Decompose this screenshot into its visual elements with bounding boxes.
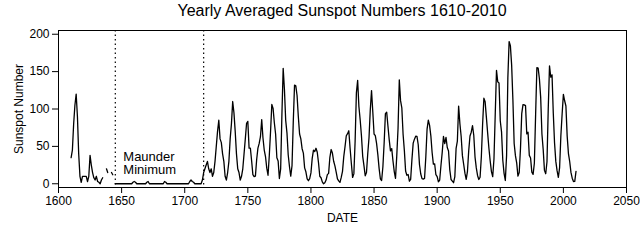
svg-text:0: 0 [43, 177, 50, 191]
svg-text:50: 50 [36, 139, 50, 153]
svg-text:1900: 1900 [424, 194, 451, 208]
svg-text:1750: 1750 [234, 194, 261, 208]
svg-text:Sunspot Number: Sunspot Number [12, 64, 26, 154]
svg-text:1650: 1650 [108, 194, 135, 208]
svg-text:200: 200 [29, 27, 49, 41]
svg-text:1950: 1950 [487, 194, 514, 208]
html-text:Yearly Averaged Sunspot Number: Yearly Averaged Sunspot Numbers 1610-201… [177, 2, 507, 19]
svg-text:2050: 2050 [613, 194, 640, 208]
svg-text:MaunderMinimum: MaunderMinimum [123, 149, 176, 177]
svg-text:1700: 1700 [171, 194, 198, 208]
svg-text:1600: 1600 [45, 194, 72, 208]
svg-text:1800: 1800 [298, 194, 325, 208]
svg-text:150: 150 [29, 64, 49, 78]
svg-text:1850: 1850 [361, 194, 388, 208]
svg-text:2000: 2000 [550, 194, 577, 208]
svg-text:100: 100 [29, 102, 49, 116]
svg-text:DATE: DATE [327, 211, 358, 225]
